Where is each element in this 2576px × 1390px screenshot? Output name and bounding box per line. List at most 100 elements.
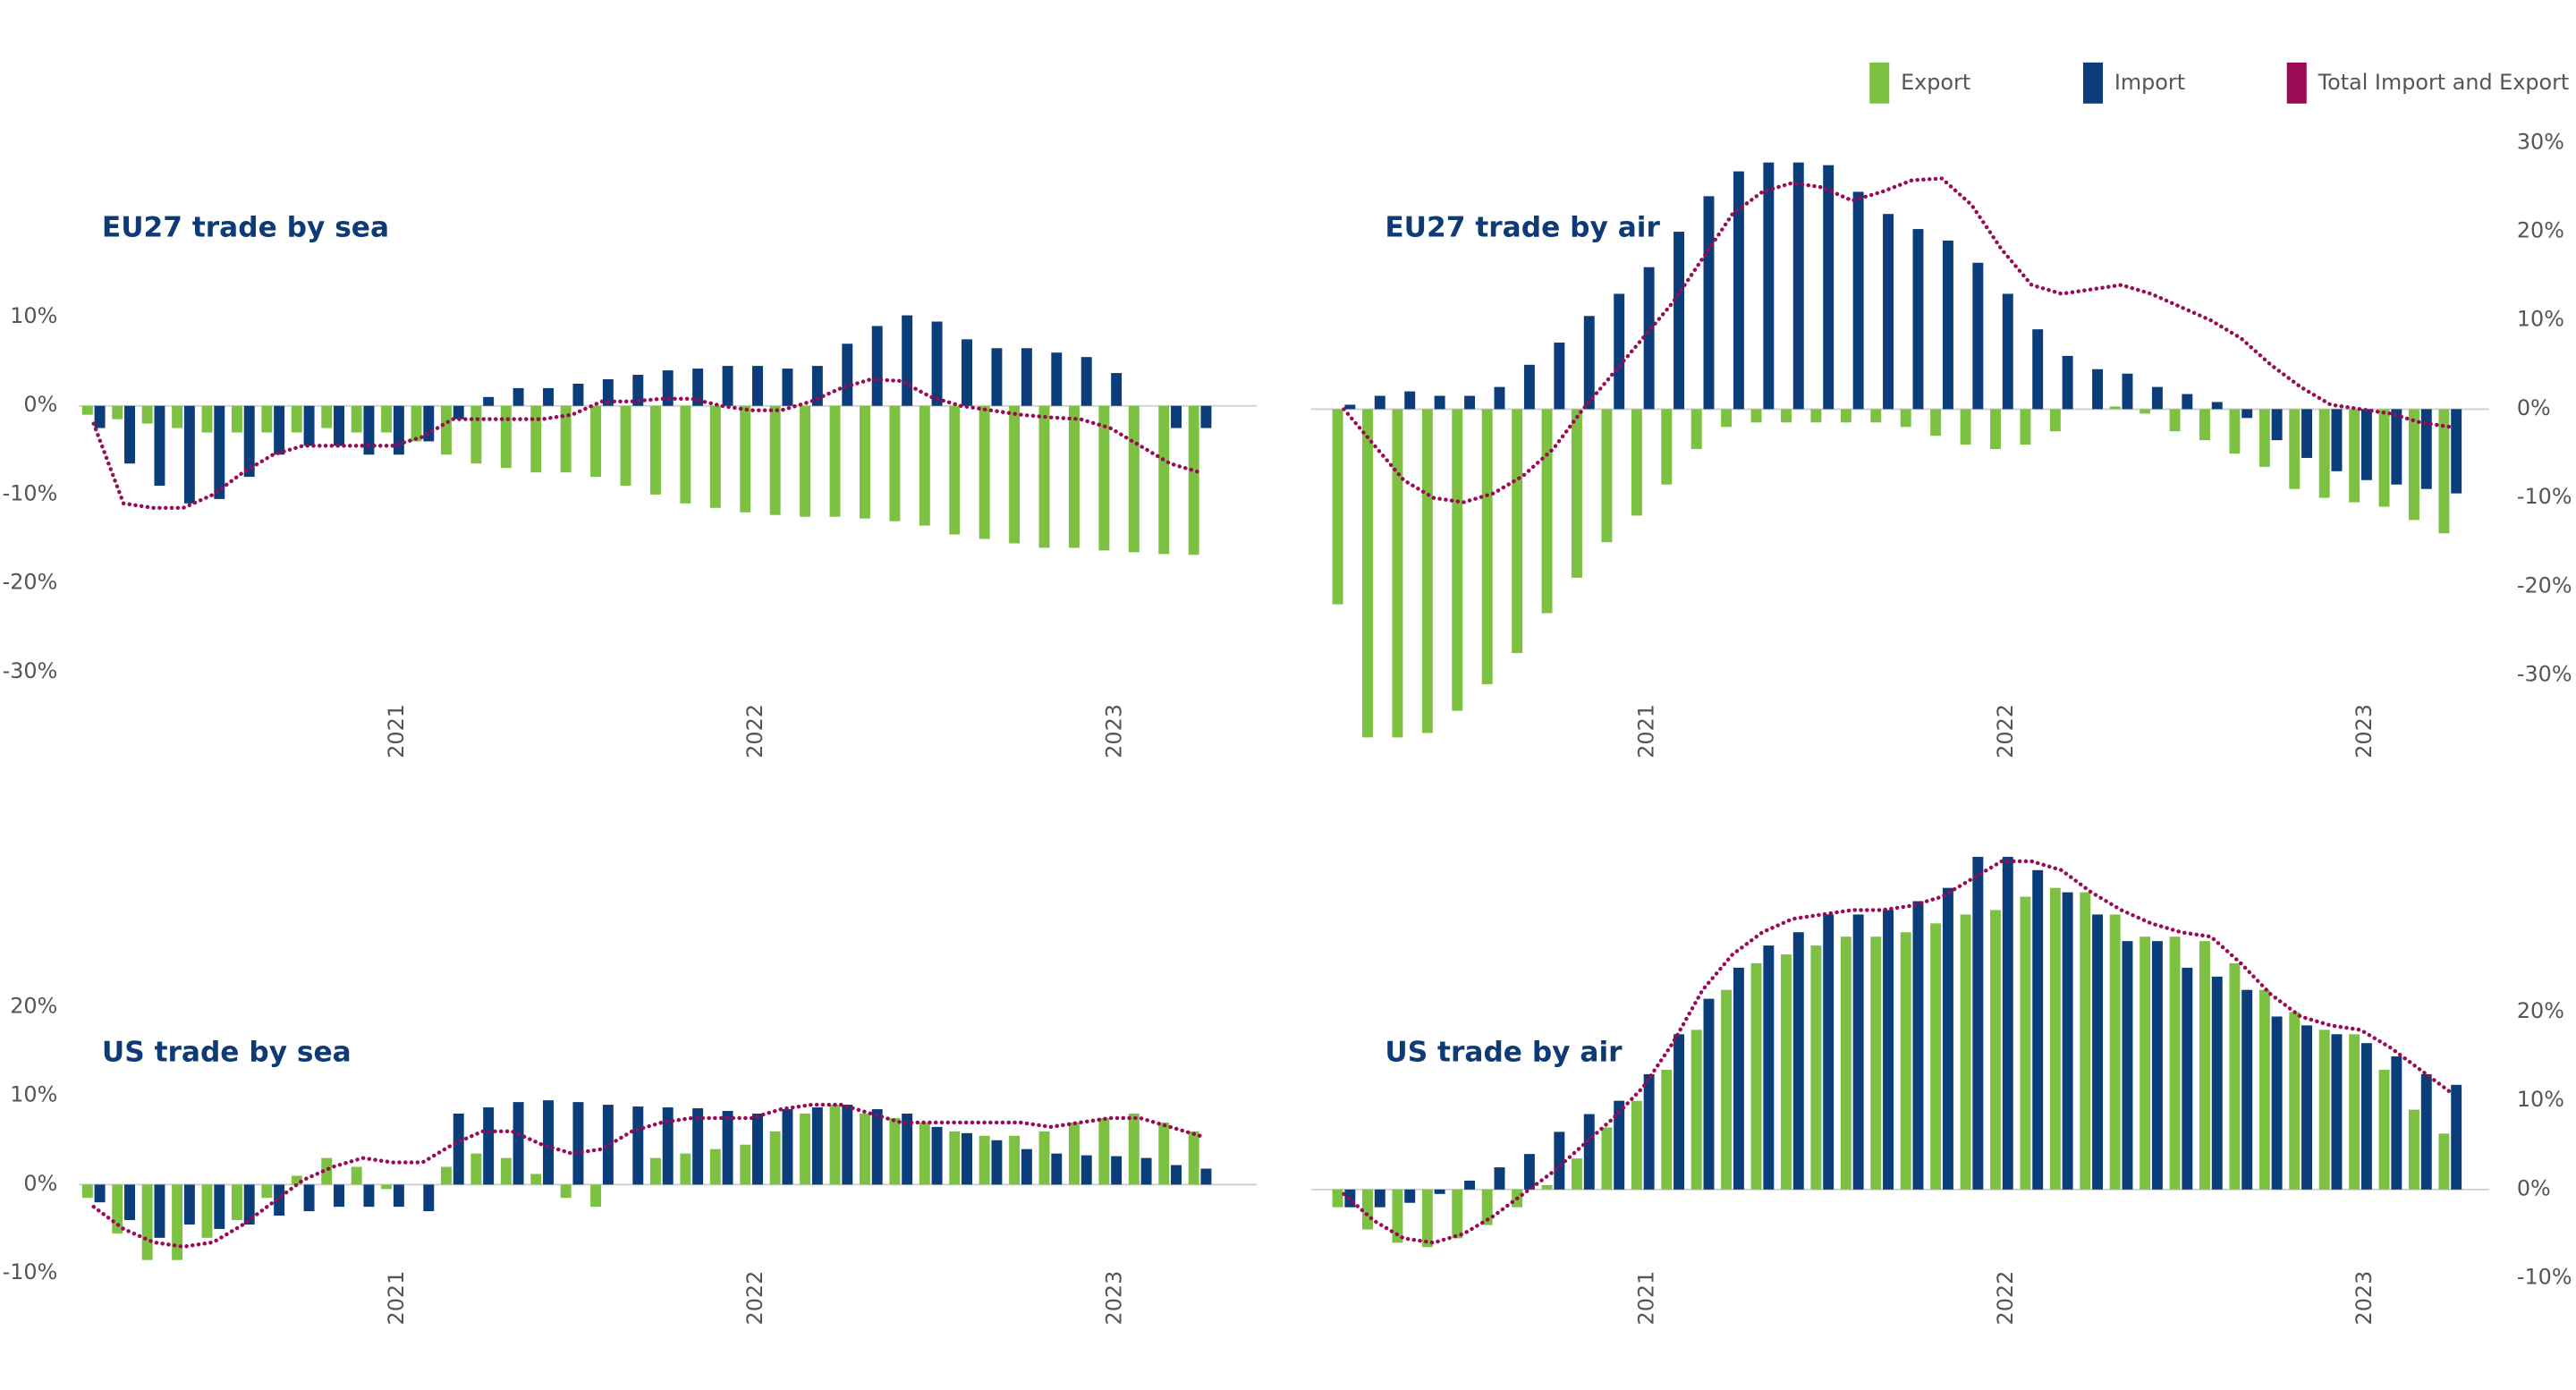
bar (303, 405, 315, 446)
bar (769, 1131, 781, 1185)
bar (1512, 409, 1523, 654)
bar (1792, 162, 1804, 410)
bar (590, 405, 602, 478)
bar (291, 1175, 302, 1185)
bar (1763, 945, 1775, 1190)
bar (1823, 914, 1835, 1190)
bar (991, 1140, 1003, 1185)
panel-title: EU27 trade by sea (102, 211, 389, 243)
bar (274, 405, 285, 455)
bar (811, 366, 823, 406)
bar (363, 405, 375, 455)
bar (1690, 1030, 1702, 1190)
bar (991, 348, 1003, 406)
bar (2378, 409, 2390, 507)
bar (1792, 932, 1804, 1190)
bar (1051, 352, 1063, 406)
bar (829, 1105, 841, 1185)
bar (81, 1184, 93, 1199)
bar (1643, 267, 1655, 410)
x-tick-label: 2023 (1101, 1271, 1126, 1326)
bar (470, 405, 482, 464)
legend-label: Import (2114, 70, 2185, 95)
bar (321, 405, 333, 428)
bar (1098, 1117, 1110, 1185)
bar (649, 1157, 661, 1185)
bar (231, 405, 242, 433)
bar (1840, 409, 1852, 423)
y-tick-label: 20% (2517, 218, 2564, 243)
bar (363, 1184, 375, 1208)
bar (453, 1114, 464, 1185)
bar (1344, 404, 1356, 410)
y-tick-label: 0% (23, 1171, 57, 1196)
bar (889, 1117, 901, 1185)
bar (1703, 998, 1715, 1190)
bar (752, 366, 763, 406)
bar (1852, 191, 1864, 410)
bar (1703, 196, 1715, 410)
y-tick-label: 10% (10, 1082, 57, 1107)
bar (949, 405, 961, 535)
bar (572, 383, 584, 406)
bar (800, 405, 811, 517)
bar (2349, 1034, 2360, 1190)
bar (2301, 1025, 2313, 1190)
bar (1009, 405, 1021, 544)
bar (1158, 1122, 1170, 1185)
legend-label: Total Import and Export (2318, 70, 2570, 95)
bar (680, 405, 691, 504)
bar (243, 405, 255, 478)
bar (871, 1109, 883, 1185)
bar (2420, 409, 2432, 489)
bar (1098, 405, 1110, 551)
bar (1158, 405, 1170, 555)
bar (1554, 343, 1565, 410)
bar (1200, 1168, 1212, 1185)
bar (1434, 1189, 1445, 1194)
bar (1661, 1069, 1673, 1190)
bar (231, 1184, 242, 1221)
bar (1870, 937, 1882, 1190)
bar (1960, 914, 1971, 1190)
bar (752, 1114, 763, 1185)
y-tick-label: -20% (3, 570, 58, 595)
bar (1750, 962, 1762, 1190)
bar (543, 387, 554, 406)
bar (2020, 409, 2031, 445)
bar (112, 1184, 123, 1233)
bar (214, 1184, 225, 1229)
bar (1200, 405, 1212, 428)
bar (1464, 395, 1476, 410)
bar (1614, 293, 1625, 410)
bar (829, 405, 841, 517)
bar (1721, 409, 1733, 428)
x-tick-label: 2021 (1634, 1271, 1659, 1326)
bar (303, 1184, 315, 1212)
bar (1572, 409, 1582, 578)
total-line (91, 1102, 1202, 1249)
bar (2271, 409, 2283, 441)
bar (2109, 406, 2121, 410)
bar (662, 370, 674, 406)
bar (1171, 1165, 1182, 1185)
bar (1883, 910, 1894, 1190)
panel: US trade by air 20% 10% 0% -10% 2021 2022 2023 (1310, 856, 2572, 1326)
y-tick-label: 10% (10, 303, 57, 328)
legend: Export Import Total Import and Export (1869, 62, 2570, 104)
total-line (1342, 859, 2453, 1245)
bar (2409, 1109, 2419, 1190)
bar (141, 1184, 153, 1260)
panel-title: EU27 trade by air (1385, 211, 1660, 243)
bar (902, 1114, 913, 1185)
bar (842, 343, 853, 406)
bar (602, 378, 614, 406)
panel: US trade by sea 20% 10% 0% -10% 2021 2022 2023 (3, 993, 1258, 1326)
bar (1332, 409, 1343, 605)
bar (1631, 1100, 1642, 1190)
bar (183, 405, 195, 504)
bar (1541, 409, 1553, 614)
panel-title: US trade by sea (102, 1036, 352, 1068)
bar (2182, 394, 2193, 410)
